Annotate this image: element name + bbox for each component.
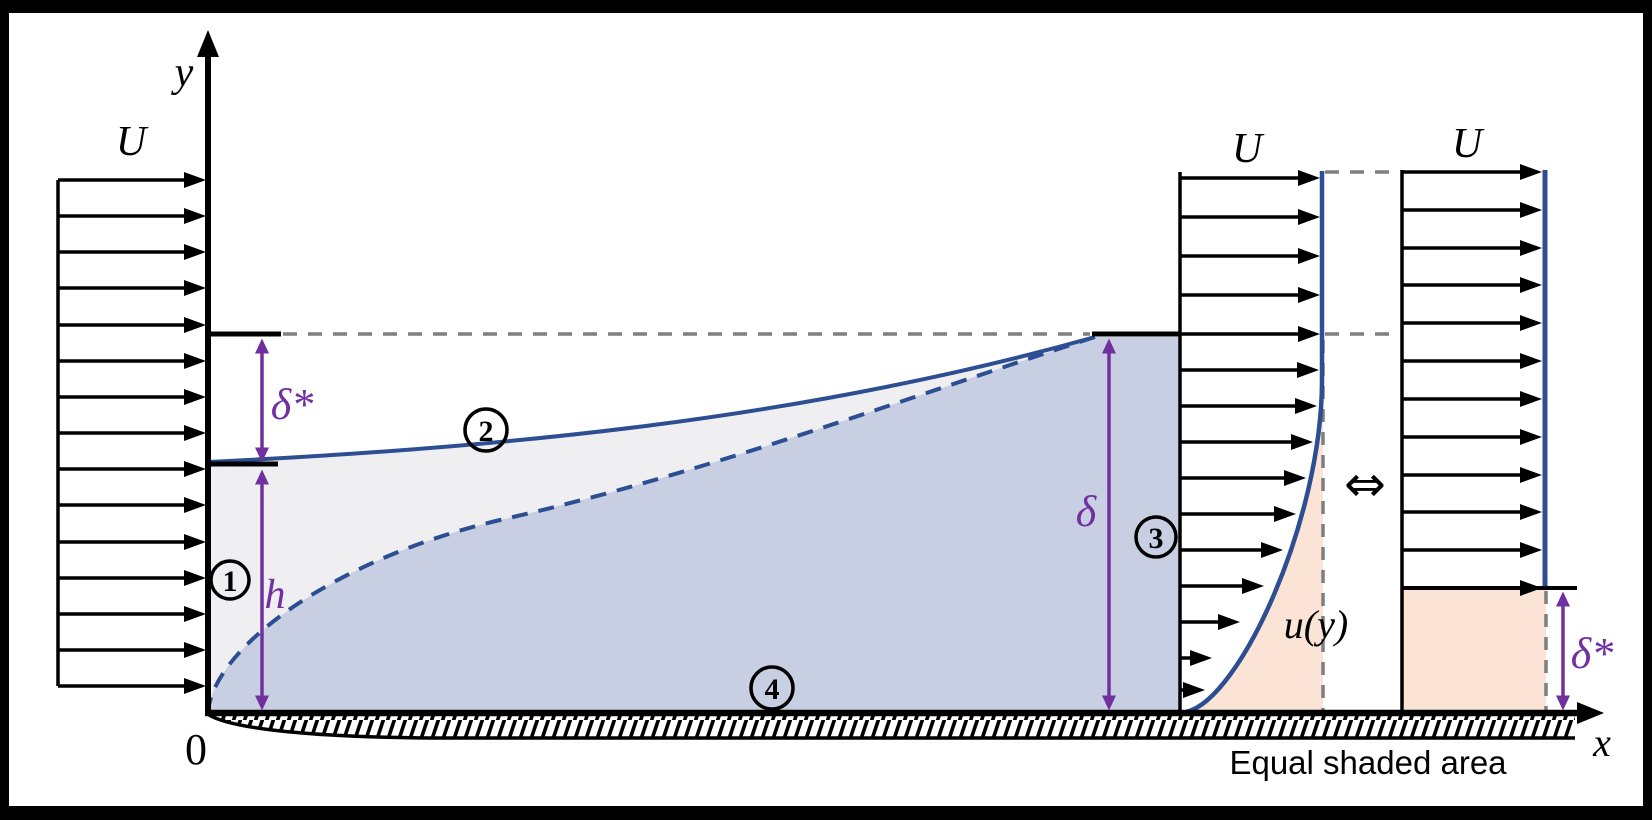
frame-right <box>1643 0 1652 820</box>
y-axis-arrowhead <box>197 30 219 57</box>
wall-underside-line <box>208 713 1575 740</box>
equivalent-profile-arrows <box>1402 164 1542 596</box>
equivalence-icon: ⇔ <box>1344 455 1386 513</box>
equal-area-rectangle <box>1403 590 1546 712</box>
boundary-layer-edge-curve <box>206 335 1096 714</box>
h-label: h <box>265 572 286 618</box>
freestream-right-label: U <box>1452 121 1485 167</box>
origin-label: 0 <box>185 725 207 774</box>
velocity-deficit-region <box>1186 380 1323 712</box>
delta-label: δ <box>1076 487 1098 536</box>
station-profile-arrows <box>1180 170 1320 698</box>
delta-star-left-label: δ* <box>271 380 313 429</box>
boundary-layer-region <box>208 337 1180 713</box>
y-axis-label: y <box>171 50 194 96</box>
region-marker-1: 1 <box>223 565 238 598</box>
region-marker-3-circle <box>1134 515 1178 559</box>
frame-left <box>0 0 9 820</box>
freestream-station-label: U <box>1232 126 1265 172</box>
delta-star-right-label: δ* <box>1571 629 1613 678</box>
x-axis-arrowhead <box>1577 702 1604 724</box>
freestream-left-label: U <box>116 119 149 165</box>
velocity-profile-label: u(y) <box>1284 602 1348 647</box>
x-axis-label: x <box>1592 720 1611 765</box>
frame-bottom <box>0 806 1652 820</box>
region-marker-4: 4 <box>765 673 780 706</box>
region-marker-3: 3 <box>1149 522 1164 555</box>
region-marker-4-circle <box>749 665 795 711</box>
region-marker-2-circle <box>463 407 509 453</box>
velocity-profile-curve <box>1185 171 1325 715</box>
region-marker-2: 2 <box>479 415 494 448</box>
frame-top <box>0 0 1652 13</box>
region-marker-1-circle <box>209 559 251 601</box>
streamline-gap-region <box>208 337 1095 713</box>
caption-equal-shaded-area: Equal shaded area <box>1229 744 1507 781</box>
streamline-curve <box>207 335 1096 464</box>
wall-hatching <box>209 715 1575 738</box>
freestream-left-arrows <box>58 172 206 694</box>
